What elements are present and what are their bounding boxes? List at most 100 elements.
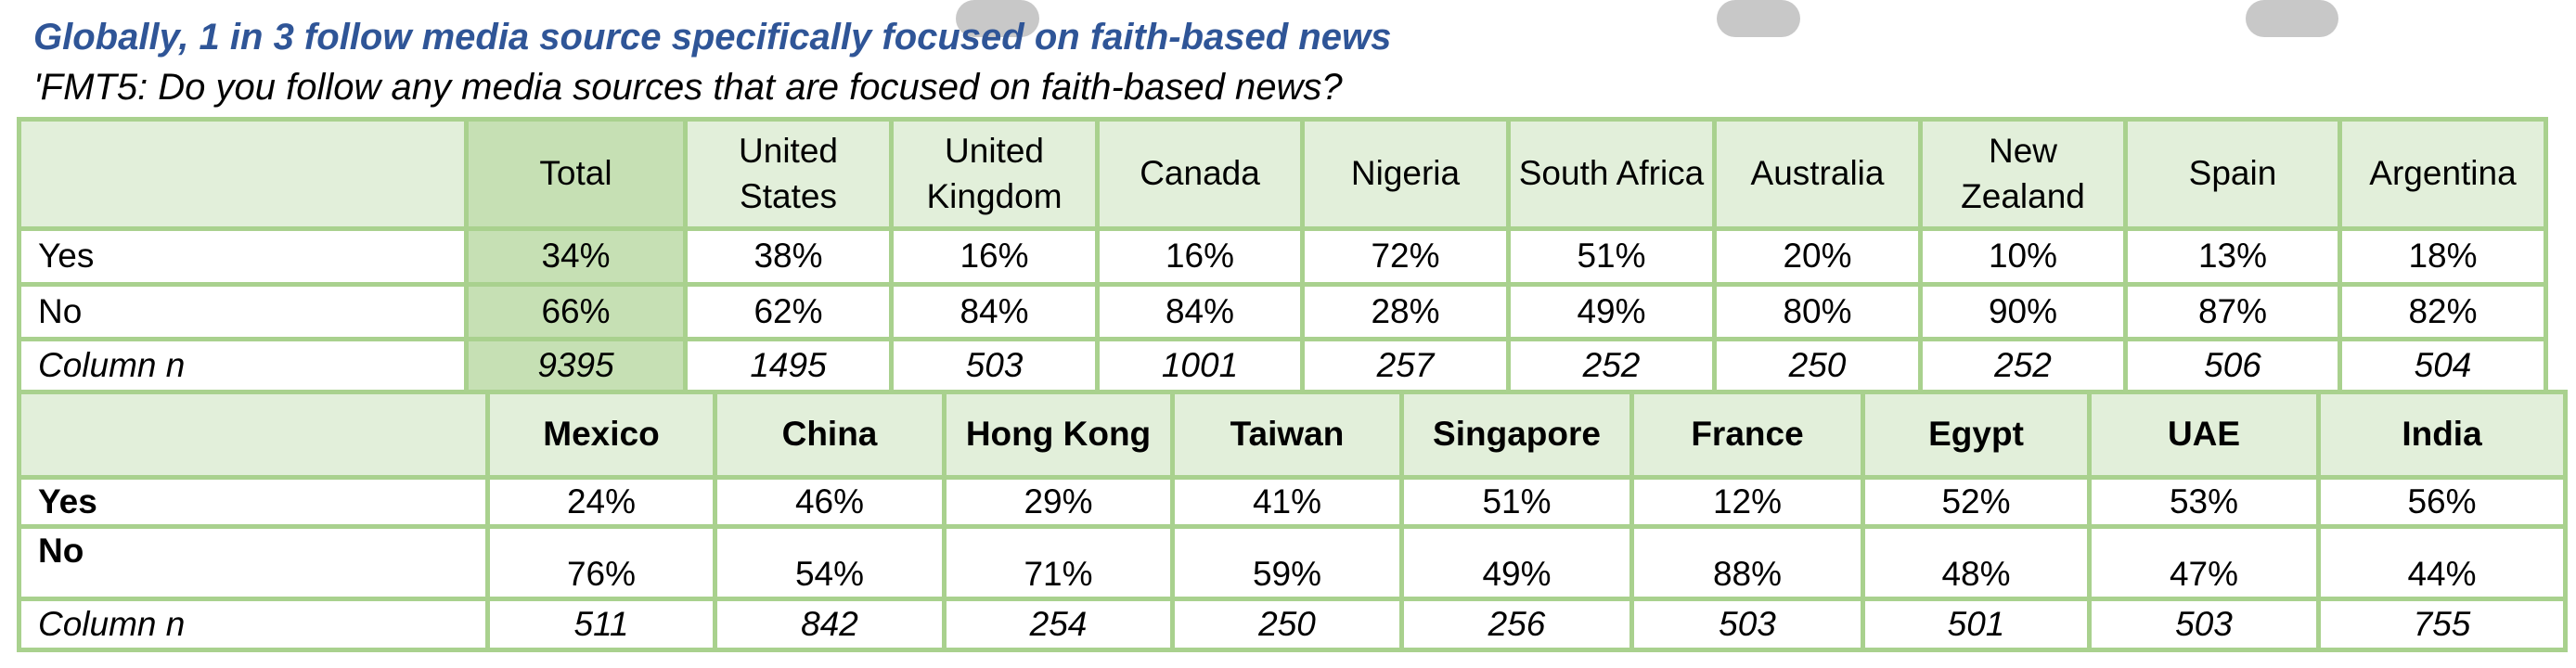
column-header: United States [683,117,894,231]
cell: 252 [1918,337,2128,395]
cell: 34% [464,226,688,287]
data-row: Yes 24% 46% 29% 41% 51% 12% 52% 53% 56% [17,474,2568,530]
cell: 71% [942,524,1175,602]
column-header: Egypt [1861,390,2092,480]
cell: 44% [2316,524,2568,602]
table-1: Total United States United Kingdom Canada Ni… [17,117,2548,395]
column-header: Total [464,117,688,231]
cell: 504 [2338,337,2548,395]
cell: 84% [889,282,1100,341]
cell: 511 [485,597,717,653]
cell: 842 [713,597,947,653]
row-label: Column n [17,597,490,653]
cell: 51% [1399,474,1634,530]
cell: 252 [1506,337,1717,395]
column-header: Mexico [485,390,717,480]
cell: 755 [2316,597,2568,653]
cell: 254 [942,597,1175,653]
cell: 47% [2087,524,2321,602]
cell: 62% [683,282,894,341]
cell: 53% [2087,474,2321,530]
column-header: Singapore [1399,390,1634,480]
watermark [2246,0,2338,37]
cell: 9395 [464,337,688,395]
cell: 16% [889,226,1100,287]
header-row: Total United States United Kingdom Canada Ni… [17,117,2548,231]
cell: 88% [1629,524,1865,602]
column-header: Nigeria [1300,117,1511,231]
cell: 13% [2123,226,2342,287]
cell: 16% [1095,226,1305,287]
column-header: South Africa [1506,117,1717,231]
row-label: Yes [17,226,469,287]
row-label: Column n [17,337,469,395]
row-label: Yes [17,474,490,530]
cell: 18% [2338,226,2548,287]
cell: 54% [713,524,947,602]
cell: 503 [2087,597,2321,653]
cell: 49% [1506,282,1717,341]
column-header: Taiwan [1170,390,1404,480]
cell: 90% [1918,282,2128,341]
column-header: France [1629,390,1865,480]
row-label: No [17,282,469,341]
cell: 56% [2316,474,2568,530]
watermark [1717,0,1800,37]
header-row: Mexico China Hong Kong Taiwan Singapore Franc… [17,390,2568,480]
data-row: Column n 9395 1495 503 1001 257 252 250 252 506 50… [17,337,2548,395]
title: Globally, 1 in 3 follow media source spe… [33,17,1392,58]
column-header: New Zealand [1918,117,2128,231]
column-header: Argentina [2338,117,2548,231]
cell: 10% [1918,226,2128,287]
cell: 48% [1861,524,2092,602]
cell: 38% [683,226,894,287]
column-header: Australia [1712,117,1923,231]
column-header: Canada [1095,117,1305,231]
cell: 66% [464,282,688,341]
cell: 28% [1300,282,1511,341]
cell: 80% [1712,282,1923,341]
cell: 46% [713,474,947,530]
cell: 72% [1300,226,1511,287]
cell: 76% [485,524,717,602]
cell: 506 [2123,337,2342,395]
cell: 1495 [683,337,894,395]
corner-cell [17,117,469,231]
cell: 1001 [1095,337,1305,395]
cell: 49% [1399,524,1634,602]
cell: 503 [1629,597,1865,653]
cell: 257 [1300,337,1511,395]
watermark [956,0,1039,37]
cell: 41% [1170,474,1404,530]
cell: 501 [1861,597,2092,653]
cell: 84% [1095,282,1305,341]
cell: 29% [942,474,1175,530]
cell: 20% [1712,226,1923,287]
cell: 12% [1629,474,1865,530]
data-row: Column n 511 842 254 250 256 503 501 503 755 [17,597,2568,653]
cell: 250 [1712,337,1923,395]
column-header: Hong Kong [942,390,1175,480]
data-row: No 66% 62% 84% 84% 28% 49% 80% 90% 87% 82% [17,282,2548,341]
data-row: Yes 34% 38% 16% 16% 72% 51% 20% 10% 13% 18% [17,226,2548,287]
column-header: United Kingdom [889,117,1100,231]
cell: 503 [889,337,1100,395]
cell: 256 [1399,597,1634,653]
column-header: China [713,390,947,480]
column-header: India [2316,390,2568,480]
subtitle: 'FMT5: Do you follow any media sources t… [33,67,1343,108]
cell: 51% [1506,226,1717,287]
cell: 250 [1170,597,1404,653]
cell: 24% [485,474,717,530]
corner-cell [17,390,490,480]
table-2: Mexico China Hong Kong Taiwan Singapore Franc… [17,390,2568,653]
cell: 87% [2123,282,2342,341]
data-row: No 76% 54% 71% 59% 49% 88% 48% 47% 44% [17,524,2568,602]
column-header: Spain [2123,117,2342,231]
cell: 82% [2338,282,2548,341]
row-label: No [17,524,490,602]
cell: 59% [1170,524,1404,602]
cell: 52% [1861,474,2092,530]
column-header: UAE [2087,390,2321,480]
